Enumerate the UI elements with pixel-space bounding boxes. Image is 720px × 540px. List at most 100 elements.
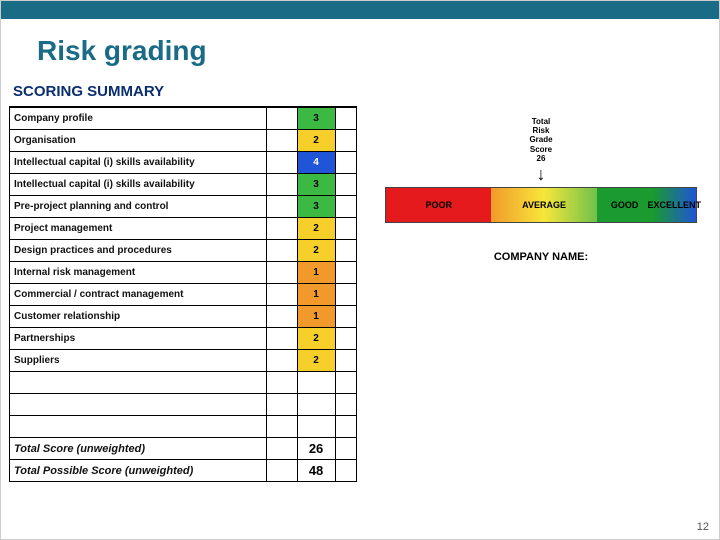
row-score: 3 (297, 108, 335, 130)
gauge-header-line: Total (385, 117, 697, 126)
table-row: Organisation 2 (10, 130, 357, 152)
table-row-empty (10, 394, 357, 416)
row-label: Project management (10, 218, 267, 240)
spacer (266, 350, 297, 372)
spacer (297, 372, 335, 394)
row-label: Organisation (10, 130, 267, 152)
spacer (266, 240, 297, 262)
table-row: Intellectual capital (i) skills availabi… (10, 152, 357, 174)
spacer (266, 394, 297, 416)
spacer (266, 372, 297, 394)
table-row: Customer relationship 1 (10, 306, 357, 328)
content-area: SCORING SUMMARY Company profile3Organisa… (1, 81, 719, 482)
spacer (297, 416, 335, 438)
arrow-down-icon: ↓ (385, 165, 697, 183)
spacer (335, 152, 356, 174)
spacer (335, 196, 356, 218)
spacer (335, 306, 356, 328)
spacer (335, 262, 356, 284)
top-bar (1, 1, 719, 19)
spacer (10, 394, 267, 416)
spacer (335, 460, 356, 482)
spacer (335, 240, 356, 262)
table-row: Internal risk management 1 (10, 262, 357, 284)
spacer (335, 284, 356, 306)
spacer (335, 108, 356, 130)
spacer (266, 460, 297, 482)
total-label: Total Score (unweighted) (10, 438, 267, 460)
spacer (266, 218, 297, 240)
table-row: Design practices and procedures 2 (10, 240, 357, 262)
row-score: 2 (297, 218, 335, 240)
row-label: Suppliers (10, 350, 267, 372)
table-row: Suppliers 2 (10, 350, 357, 372)
spacer (266, 438, 297, 460)
row-label: Pre-project planning and control (10, 196, 267, 218)
row-score: 2 (297, 350, 335, 372)
table-row: Partnerships 2 (10, 328, 357, 350)
page-title: Risk grading (1, 19, 719, 81)
row-label: Commercial / contract management (10, 284, 267, 306)
spacer (266, 262, 297, 284)
total-value: 26 (297, 438, 335, 460)
row-score: 2 (297, 130, 335, 152)
spacer (266, 306, 297, 328)
gauge-header-line: Risk (385, 126, 697, 135)
row-score: 1 (297, 284, 335, 306)
spacer (335, 130, 356, 152)
row-score: 2 (297, 240, 335, 262)
row-label: Company profile (10, 108, 267, 130)
table-row: Company profile 3 (10, 108, 357, 130)
spacer (266, 284, 297, 306)
row-score: 3 (297, 174, 335, 196)
table-row-total: Total Score (unweighted) 26 (10, 438, 357, 460)
spacer (335, 328, 356, 350)
table-row-total: Total Possible Score (unweighted) 48 (10, 460, 357, 482)
table-row: Pre-project planning and control3 (10, 196, 357, 218)
risk-gauge-bar: POORAVERAGEGOODEXCELLENT (385, 187, 697, 223)
risk-grade-score-label: TotalRiskGradeScore26 (385, 117, 697, 163)
spacer (266, 152, 297, 174)
scoring-summary-heading: SCORING SUMMARY (9, 81, 357, 107)
gauge-segment: EXCELLENT (653, 188, 696, 222)
spacer (335, 218, 356, 240)
row-label: Intellectual capital (i) skills availabi… (10, 152, 267, 174)
total-value: 48 (297, 460, 335, 482)
total-label: Total Possible Score (unweighted) (10, 460, 267, 482)
row-label: Design practices and procedures (10, 240, 267, 262)
spacer (10, 416, 267, 438)
gauge-segment: AVERAGE (491, 188, 596, 222)
gauge-header-line: Grade (385, 135, 697, 144)
row-score: 2 (297, 328, 335, 350)
gauge-panel: TotalRiskGradeScore26 ↓ POORAVERAGEGOODE… (385, 81, 697, 482)
spacer (266, 174, 297, 196)
company-name-label: COMPANY NAME: (385, 251, 697, 263)
row-score: 1 (297, 306, 335, 328)
row-label: Internal risk management (10, 262, 267, 284)
spacer (266, 328, 297, 350)
spacer (335, 174, 356, 196)
scoring-table: Company profile 3 Organisation 2 Intellectua… (9, 107, 357, 482)
row-score: 1 (297, 262, 335, 284)
slide: Risk grading SCORING SUMMARY Company pro… (0, 0, 720, 540)
spacer (297, 394, 335, 416)
gauge-segment: GOOD (597, 188, 653, 222)
table-row-empty (10, 416, 357, 438)
page-number: 12 (697, 521, 709, 533)
table-row: Intellectual capital (i) skills availabi… (10, 174, 357, 196)
spacer (266, 130, 297, 152)
scoring-panel: SCORING SUMMARY Company profile3Organisa… (9, 81, 357, 482)
spacer (335, 350, 356, 372)
spacer (335, 372, 356, 394)
row-label: Customer relationship (10, 306, 267, 328)
table-row-empty (10, 372, 357, 394)
gauge-segment: POOR (386, 188, 491, 222)
spacer (10, 372, 267, 394)
spacer (266, 416, 297, 438)
gauge-header-line: 26 (385, 154, 697, 163)
row-label: Partnerships (10, 328, 267, 350)
spacer (266, 108, 297, 130)
spacer (335, 438, 356, 460)
spacer (335, 394, 356, 416)
spacer (335, 416, 356, 438)
